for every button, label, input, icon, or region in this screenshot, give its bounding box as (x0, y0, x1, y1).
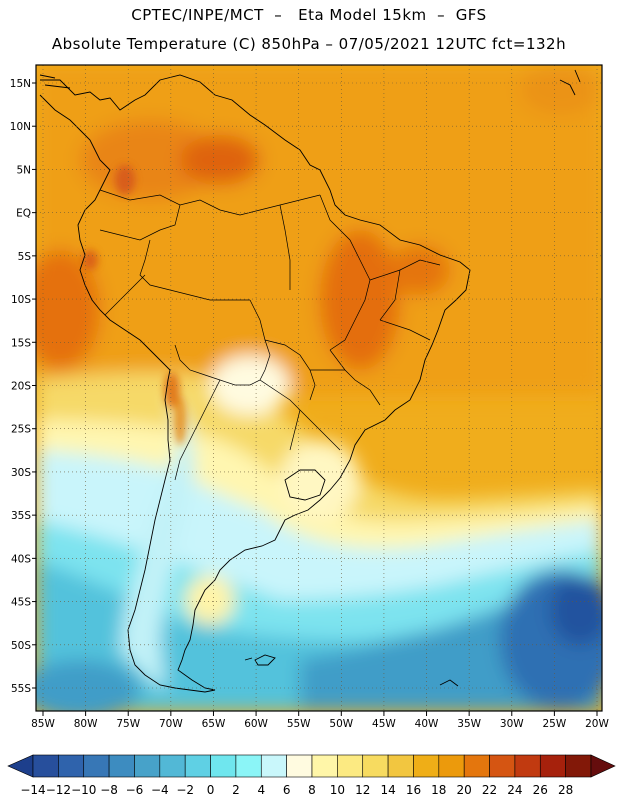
lat-tick-label: 5N (16, 164, 31, 176)
lat-tick-label: 15S (11, 337, 31, 349)
country-borders (99, 189, 441, 481)
colorbar-tick-label: −4 (151, 783, 169, 797)
lon-tick-label: 85W (31, 718, 55, 730)
colorbar-swatch (539, 754, 566, 778)
chart-title-line2: Absolute Temperature (C) 850hPa – 07/05/… (51, 35, 567, 53)
longitude-labels: 85W 80W 75W 70W 65W 60W 55W 50W 45W 40W 35W 30W 25W 2… (31, 711, 609, 730)
lat-tick-label: 10N (10, 121, 31, 133)
lon-tick-label: 30W (500, 718, 524, 730)
lon-tick-label: 70W (159, 718, 183, 730)
colorbar-swatch (159, 754, 186, 778)
colorbar-tick-label: −12 (46, 783, 71, 797)
lon-tick-label: 65W (202, 718, 226, 730)
colorbar-swatch (184, 754, 211, 778)
colorbar-tick-label: −8 (100, 783, 118, 797)
colorbar-swatch (134, 754, 161, 778)
colorbar-swatch (438, 754, 465, 778)
colorbar-tick-label: 24 (507, 783, 522, 797)
colorbar-tick-label: 4 (257, 783, 265, 797)
colorbar-tick-label: 8 (308, 783, 316, 797)
south-america-coastline (39, 74, 471, 693)
colorbar-tick-label: 26 (533, 783, 548, 797)
colorbar-swatch (337, 754, 364, 778)
lat-tick-label: 5S (18, 251, 32, 263)
lon-tick-label: 25W (543, 718, 567, 730)
colorbar-swatch (235, 754, 262, 778)
colorbar-swatch (32, 754, 59, 778)
lat-tick-label: 15N (10, 78, 31, 90)
lat-tick-label: 30S (11, 467, 31, 479)
lon-tick-label: 20W (585, 718, 609, 730)
lon-tick-label: 50W (329, 718, 353, 730)
colorbar-tick-label: 6 (283, 783, 291, 797)
colorbar-swatch (58, 754, 85, 778)
colorbar-tick-label: 0 (207, 783, 215, 797)
colorbar-swatch (565, 754, 592, 778)
colorbar-tick-label: −10 (71, 783, 96, 797)
colorbar-tick-label: 28 (558, 783, 573, 797)
colorbar-tick-label: −6 (126, 783, 144, 797)
colorbar-swatch (413, 754, 440, 778)
chart-title-line1: CPTEC/INPE/MCT – Eta Model 15km – GFS (131, 6, 487, 24)
colorbar-tick-label: 20 (457, 783, 472, 797)
colorbar-swatch (108, 754, 135, 778)
lon-tick-label: 35W (457, 718, 481, 730)
colorbar-swatch (489, 754, 516, 778)
coastline-and-borders (39, 69, 581, 693)
lon-tick-label: 55W (287, 718, 311, 730)
lat-tick-label: 50S (11, 640, 31, 652)
colorbar-tick-label: 10 (330, 783, 345, 797)
colorbar-swatch (210, 754, 237, 778)
lon-tick-label: 45W (372, 718, 396, 730)
colorbar-min-arrow (7, 754, 34, 778)
map-frame (35, 64, 603, 712)
lon-tick-label: 40W (415, 718, 439, 730)
colorbar-swatch (286, 754, 313, 778)
colorbar-swatch (362, 754, 389, 778)
lat-tick-label: 40S (11, 553, 31, 565)
colorbar-tick-label: −2 (176, 783, 194, 797)
colorbar-swatch (260, 754, 287, 778)
colorbar-swatch (514, 754, 541, 778)
colorbar-swatch (311, 754, 338, 778)
colorbar-tick-label: 18 (431, 783, 446, 797)
lat-tick-label: 10S (11, 294, 31, 306)
lat-tick-label: 45S (11, 597, 31, 609)
lat-tick-label: 35S (11, 510, 31, 522)
temperature-field (36, 65, 602, 711)
colorbar (7, 754, 616, 778)
lat-tick-label: 55S (11, 683, 31, 695)
lon-tick-label: 80W (74, 718, 98, 730)
colorbar-swatch (463, 754, 490, 778)
latitude-labels: 15N 10N 5N EQ 5S 10S 15S 20S 25S 30S 35S 40S 45S 50S 5… (10, 78, 36, 695)
colorbar-tick-label: 22 (482, 783, 497, 797)
lon-tick-label: 75W (116, 718, 140, 730)
lon-tick-label: 60W (244, 718, 268, 730)
colorbar-tick-label: 2 (232, 783, 240, 797)
colorbar-tick-label: 16 (406, 783, 421, 797)
colorbar-max-arrow (590, 754, 616, 778)
colorbar-tick-label: −14 (20, 783, 45, 797)
colorbar-tick-label: 12 (355, 783, 370, 797)
lat-tick-label: 20S (11, 381, 31, 393)
colorbar-swatch (83, 754, 110, 778)
colorbar-tick-label: 14 (380, 783, 395, 797)
colorbar-labels: −14 −12 −10 −8 −6 −4 −2 0 2 4 6 8 10 12 14 16 18 20 22 24 26… (20, 783, 573, 797)
colorbar-swatch (387, 754, 414, 778)
lat-tick-label: 25S (11, 424, 31, 436)
lat-tick-label: EQ (16, 208, 31, 220)
